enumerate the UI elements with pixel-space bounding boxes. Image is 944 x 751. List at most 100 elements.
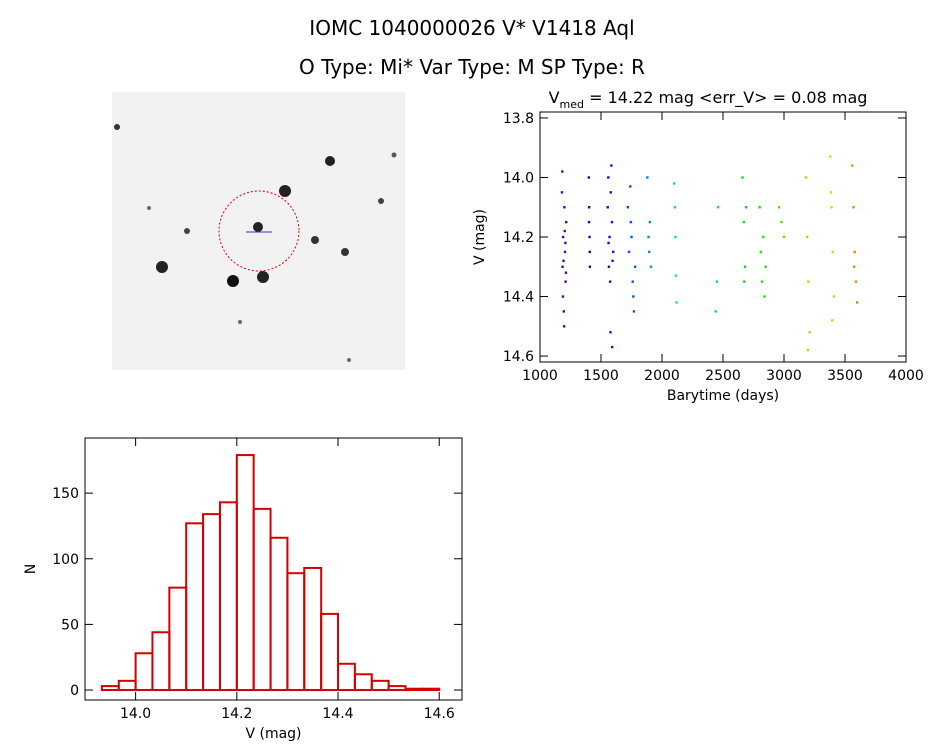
data-point <box>760 280 764 283</box>
histogram-bar <box>404 687 424 692</box>
data-point <box>632 295 635 298</box>
x-tick-label: 2000 <box>644 368 680 384</box>
data-point <box>715 280 719 283</box>
data-point <box>564 280 567 283</box>
data-point <box>852 206 855 209</box>
star <box>184 228 190 234</box>
data-point <box>632 310 636 313</box>
data-point <box>561 265 564 268</box>
data-point <box>608 280 612 283</box>
data-point <box>647 235 650 239</box>
star <box>378 198 384 204</box>
x-tick-label: 14.2 <box>221 706 252 722</box>
data-point <box>714 310 717 313</box>
star <box>325 156 335 166</box>
data-point <box>631 280 634 283</box>
data-point <box>562 310 565 313</box>
data-point <box>673 206 677 209</box>
x-tick-label: 3500 <box>827 368 863 384</box>
data-point <box>626 206 630 209</box>
y-tick-label: 14.6 <box>503 349 534 365</box>
data-point <box>764 265 767 268</box>
x-axis-label: V (mag) <box>245 726 301 742</box>
data-point <box>856 301 859 304</box>
data-point <box>609 331 612 334</box>
star <box>279 185 291 197</box>
y-tick-label: 50 <box>61 617 79 633</box>
data-point <box>564 271 568 274</box>
y-axis-label: N <box>23 564 39 574</box>
data-point <box>831 250 834 254</box>
x-tick-label: 3000 <box>766 368 802 384</box>
data-point <box>807 280 810 283</box>
star <box>391 152 397 158</box>
data-point <box>648 220 651 224</box>
star <box>238 320 242 324</box>
star <box>253 222 263 232</box>
page-subtitle: O Type: Mi* Var Type: M SP Type: R <box>299 55 645 79</box>
y-tick-label: 0 <box>70 683 79 699</box>
data-point <box>588 235 591 239</box>
star <box>156 261 168 273</box>
data-point <box>610 164 613 167</box>
y-tick-label: 100 <box>52 552 79 568</box>
x-tick-label: 4000 <box>888 368 924 384</box>
data-point <box>611 259 614 263</box>
data-point <box>782 235 786 239</box>
x-tick-label: 14.0 <box>120 706 151 722</box>
data-point <box>562 259 565 263</box>
data-point <box>630 235 633 239</box>
x-tick-label: 1500 <box>583 368 619 384</box>
data-point <box>853 250 856 254</box>
data-point <box>829 155 832 158</box>
data-point <box>829 191 833 194</box>
data-point <box>851 164 854 167</box>
y-axis-label: V (mag) <box>472 209 488 265</box>
data-point <box>629 185 632 188</box>
aperture-circle <box>218 190 300 272</box>
data-point <box>646 176 649 179</box>
data-point <box>607 265 611 268</box>
data-point <box>804 176 808 179</box>
data-point <box>607 176 610 179</box>
data-point <box>629 220 633 224</box>
data-point <box>647 250 651 254</box>
data-point <box>609 191 612 194</box>
data-point <box>561 295 565 298</box>
data-point <box>588 265 592 268</box>
histogram-bar <box>421 687 441 692</box>
data-point <box>560 191 564 194</box>
star <box>341 248 349 256</box>
data-point <box>832 295 836 298</box>
y-tick-label: 14.4 <box>503 290 534 306</box>
data-point <box>830 206 833 209</box>
data-point <box>743 265 747 268</box>
data-point <box>565 220 568 224</box>
data-point <box>561 235 565 239</box>
data-point <box>563 229 566 233</box>
data-point <box>777 206 781 209</box>
data-point <box>759 250 763 254</box>
data-point <box>563 206 566 209</box>
data-point <box>606 206 609 209</box>
data-point <box>562 325 566 328</box>
data-point <box>854 280 858 283</box>
data-point <box>587 220 591 224</box>
x-tick-label: 2500 <box>705 368 741 384</box>
title-part: = 14.22 mag <err_V> = 0.08 mag <box>584 88 867 108</box>
data-point <box>674 274 678 277</box>
data-point <box>675 301 678 304</box>
data-point <box>633 265 637 268</box>
data-point <box>742 220 745 224</box>
finder-image <box>112 92 405 370</box>
y-tick-label: 14.0 <box>503 170 534 186</box>
plot-frame <box>84 437 463 701</box>
x-tick-label: 14.4 <box>322 706 353 722</box>
data-point <box>612 250 615 254</box>
data-point <box>743 280 746 283</box>
data-point <box>852 265 856 268</box>
data-point <box>563 250 567 254</box>
data-point <box>588 250 591 254</box>
scatter-title: Vmed = 14.22 mag <err_V> = 0.08 mag <box>549 88 868 111</box>
